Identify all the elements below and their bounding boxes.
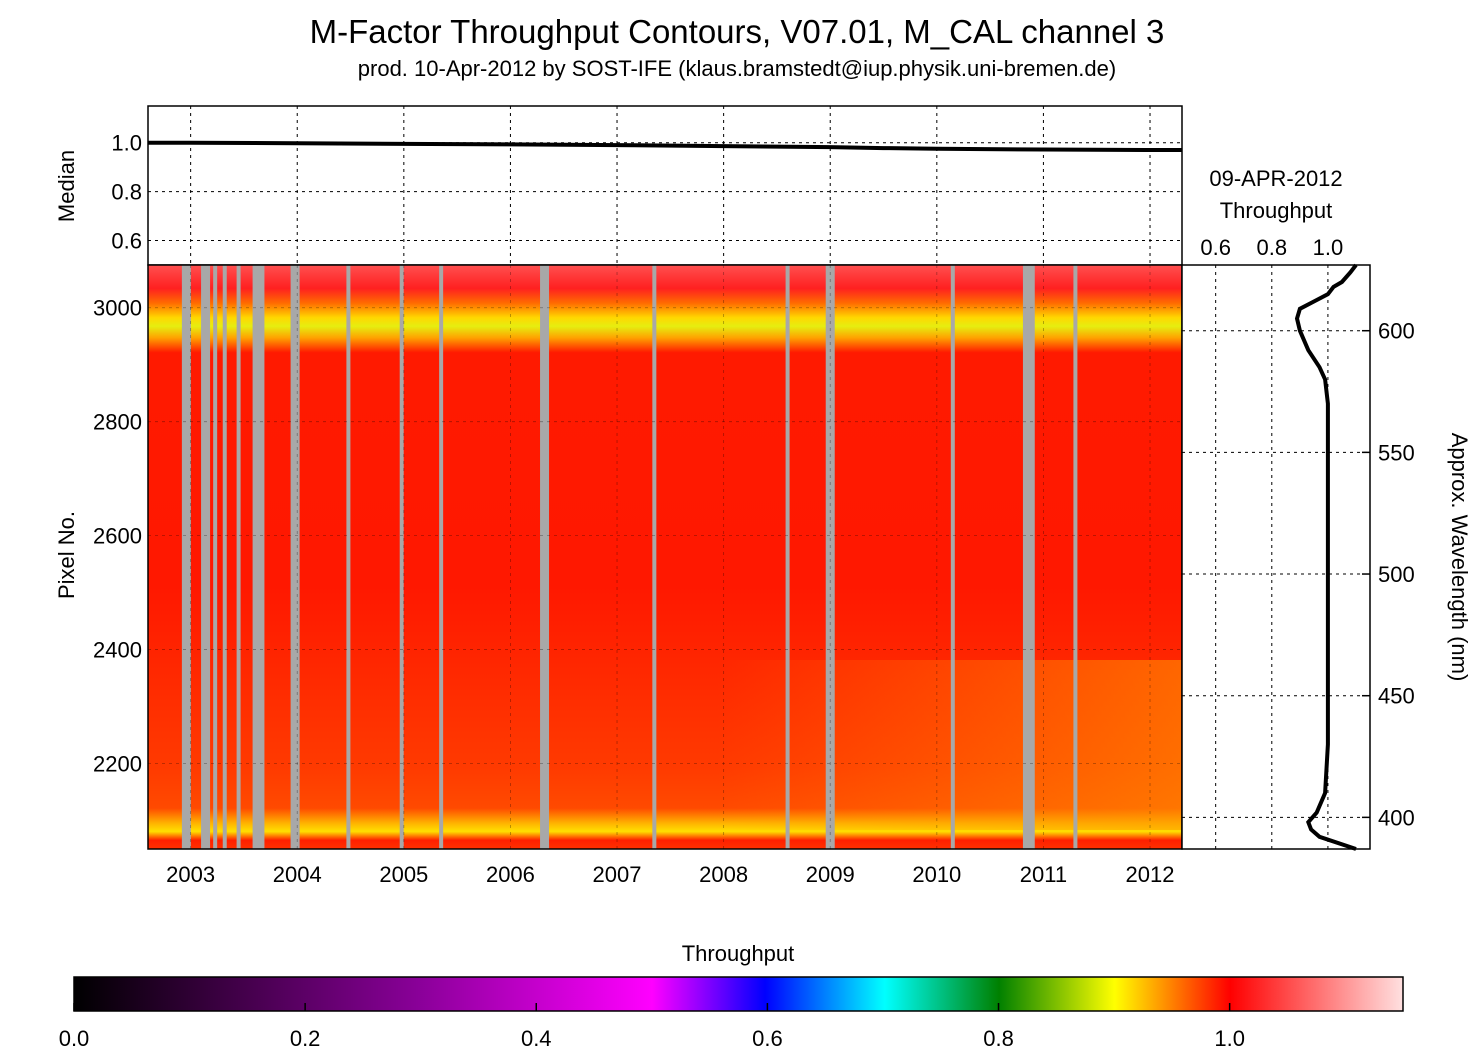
heatmap-data-gap: [222, 265, 227, 849]
profile-frame: [1181, 264, 1371, 850]
heatmap-y-tick-label: 2400: [93, 638, 142, 663]
profile-x-tick-label: 1.0: [1313, 235, 1344, 260]
profile-line: [1294, 263, 1358, 851]
heatmap-data-gaps: [181, 265, 1078, 849]
heatmap-grid: [148, 265, 1182, 849]
median-y-tick-label: 0.6: [111, 229, 142, 254]
heatmap-y-tick-label: 2600: [93, 524, 142, 549]
heatmap-data-gap: [213, 265, 218, 849]
median-y-tick-label: 0.8: [111, 180, 142, 205]
chart-subtitle: prod. 10-Apr-2012 by SOST-IFE (klaus.bra…: [358, 56, 1116, 81]
profile-y-tick-label: 450: [1378, 684, 1415, 709]
colorbar: Throughput 0.0 0.2 0.4 0.6 0.8 1.0: [59, 941, 1404, 1051]
heatmap-data-gap: [825, 265, 835, 849]
profile-panel: 09-APR-2012 Throughput 0.6 0.8 1.0 400 450 5…: [1181, 166, 1472, 851]
heatmap-y-tick-label: 3000: [93, 296, 142, 321]
heatmap-data-gap: [201, 265, 211, 849]
heatmap-data-gap: [1030, 265, 1035, 849]
colorbar-ticks: 0.0 0.2 0.4 0.6 0.8 1.0: [59, 1003, 1245, 1051]
median-y-tick-label: 1.0: [111, 131, 142, 156]
colorbar-tick-label: 1.0: [1214, 1026, 1245, 1051]
median-y-ticks: 0.6 0.8 1.0: [111, 131, 142, 254]
profile-y-tick-label: 550: [1378, 440, 1415, 465]
heatmap-data-gap: [346, 265, 351, 849]
profile-date-title: 09-APR-2012: [1209, 166, 1342, 191]
heatmap-data-gap: [1022, 265, 1032, 849]
heatmap-data-gap: [255, 265, 265, 849]
heatmap-data-gap: [540, 265, 550, 849]
heatmap-x-tick-label: 2011: [1020, 862, 1067, 887]
median-y-label: Median: [54, 150, 79, 222]
heatmap-x-tick-label: 2009: [806, 862, 855, 887]
profile-y-tick-label: 400: [1378, 805, 1415, 830]
heatmap-data-gap: [181, 265, 191, 849]
heatmap-data-gap: [236, 265, 241, 849]
heatmap-data-gap: [252, 265, 257, 849]
heatmap-data-gap: [785, 265, 790, 849]
heatmap-y-tick-label: 2200: [93, 752, 142, 777]
median-frame: [147, 105, 1183, 266]
profile-y-label: Approx. Wavelength (nm): [1447, 433, 1472, 682]
heatmap-data-gap: [1073, 265, 1078, 849]
heatmap-x-ticks: 2003 2004 2005 2006 2007 2008 2009 2010 2011 2012: [166, 862, 1174, 887]
heatmap-x-tick-label: 2008: [699, 862, 748, 887]
heatmap-x-tick-label: 2006: [486, 862, 535, 887]
profile-x-tick-label: 0.6: [1200, 235, 1231, 260]
colorbar-tick-label: 0.0: [59, 1026, 90, 1051]
colorbar-tick-label: 0.2: [290, 1026, 321, 1051]
heatmap-x-tick-label: 2005: [379, 862, 428, 887]
heatmap-x-tick-label: 2007: [593, 862, 642, 887]
heatmap-data-gap: [652, 265, 657, 849]
profile-y-tick-label: 600: [1378, 319, 1415, 344]
heatmap-data-gap: [399, 265, 404, 849]
colorbar-tick-label: 0.4: [521, 1026, 552, 1051]
heatmap-x-tick-label: 2010: [912, 862, 961, 887]
heatmap-y-label: Pixel No.: [54, 511, 79, 599]
heatmap-y-tick-label: 2800: [93, 410, 142, 435]
profile-y-ticks: 400 450 500 550 600: [1362, 319, 1415, 830]
profile-x-tick-label: 0.8: [1256, 235, 1287, 260]
heatmap-x-tick-label: 2004: [273, 862, 322, 887]
heatmap-panel: 2003 2004 2005 2006 2007 2008 2009 2010 2011 2012…: [54, 264, 1183, 887]
heatmap-x-tick-label: 2003: [166, 862, 215, 887]
profile-x-label: Throughput: [1220, 198, 1333, 223]
profile-grid: [1182, 265, 1370, 849]
median-panel: 0.6 0.8 1.0 Median: [54, 105, 1183, 266]
colorbar-tick-label: 0.8: [983, 1026, 1014, 1051]
colorbar-tick-label: 0.6: [752, 1026, 783, 1051]
profile-x-ticks: 0.6 0.8 1.0: [1200, 235, 1343, 260]
colorbar-label: Throughput: [682, 941, 795, 966]
heatmap-late-shading: [148, 660, 1182, 830]
heatmap-data-gap: [439, 265, 444, 849]
colorbar-strip: [73, 976, 1404, 1012]
chart-title: M-Factor Throughput Contours, V07.01, M_…: [310, 13, 1165, 50]
profile-y-tick-label: 500: [1378, 562, 1415, 587]
heatmap-y-ticks: 2200 2400 2600 2800 3000: [93, 296, 142, 777]
heatmap-data-gap: [290, 265, 300, 849]
heatmap-data-gap: [950, 265, 955, 849]
heatmap-x-tick-label: 2012: [1126, 862, 1175, 887]
median-grid: [148, 106, 1182, 265]
median-line: [148, 140, 1182, 152]
